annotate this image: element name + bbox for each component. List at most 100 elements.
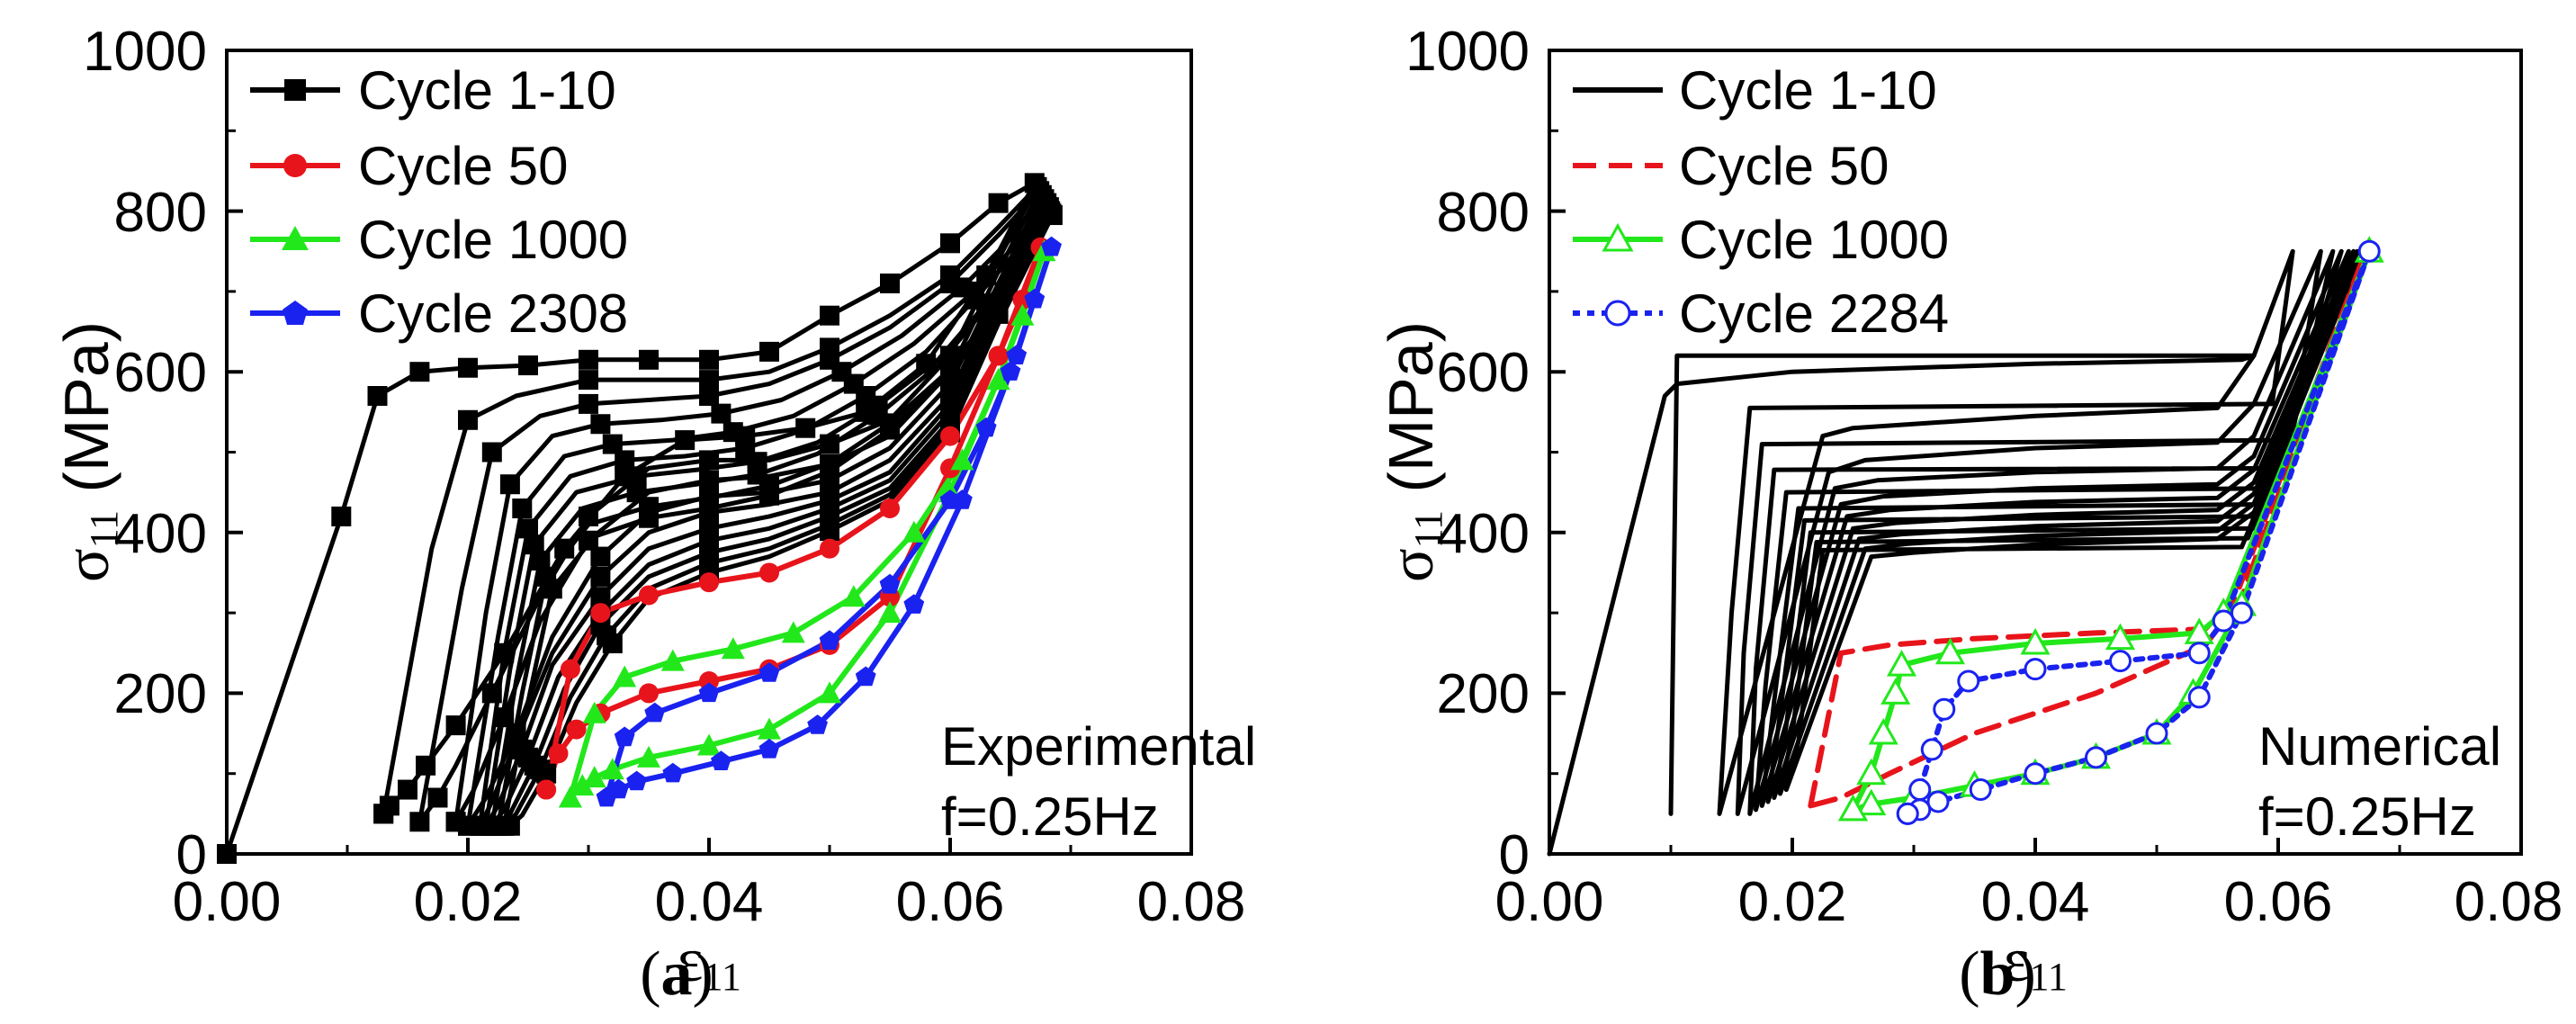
panel-b-xtick-label: 0.08 — [2455, 871, 2563, 933]
legend-circle-marker — [283, 154, 307, 177]
panel-b-series-line — [1765, 248, 2356, 804]
panel-a-data-marker — [579, 349, 598, 370]
panel-a-data-marker — [518, 355, 538, 376]
panel-a-data-marker — [902, 520, 926, 543]
panel-a-legend-label: Cycle 1000 — [358, 210, 628, 270]
panel-a-data-marker — [445, 715, 466, 736]
panel-a-data-marker — [675, 430, 696, 451]
panel-a-data-marker — [975, 417, 997, 437]
panel-b-xtick-label: 0.06 — [2224, 871, 2333, 933]
panel-a-data-marker — [878, 601, 902, 624]
panel-a-data-marker — [331, 506, 352, 526]
panel-b-data-marker — [2357, 239, 2381, 263]
panel-a-yaxis-title: σ11 (MPa) — [51, 321, 126, 582]
panel-a-data-marker — [558, 786, 582, 808]
panel-a-data-marker — [940, 346, 960, 366]
panel-b-data-marker — [2187, 686, 2211, 709]
panel-b-legend-label: Cycle 1000 — [1679, 210, 1949, 270]
panel-a-ytick-label: 0 — [176, 824, 207, 886]
panel-a-data-marker — [841, 585, 866, 607]
panel-b-data-marker — [1920, 738, 1943, 761]
panel-b-data-marker — [2145, 722, 2168, 745]
panel-b-data-marker — [1868, 717, 1898, 745]
panel-a-xtick-label: 0.02 — [414, 871, 523, 933]
panel-a-data-marker — [613, 665, 637, 687]
panel-a-xtick-label: 0.04 — [655, 871, 764, 933]
panel-b-data-marker — [2085, 746, 2107, 769]
panel-a-data-marker — [458, 409, 478, 430]
panel-b-data-marker — [1934, 637, 1966, 665]
panel-a-legend-entry: Cycle 2308 — [250, 283, 628, 344]
panel-b-legend: Cycle 1-10 Cycle 50 Cycle 1000 Cycle 228… — [1573, 60, 1949, 344]
panel-a-data-marker — [855, 666, 876, 687]
panel-b-series-line — [1735, 248, 2323, 816]
legend-open-circle-marker — [1604, 300, 1631, 327]
panel-a-data-marker — [1006, 345, 1028, 364]
panel-b-xtick-label: 0.00 — [1495, 871, 1604, 933]
panel-a-data-marker — [1024, 288, 1046, 309]
panel-a-data-marker — [615, 450, 635, 471]
panel-a-legend-label: Cycle 2308 — [358, 283, 628, 344]
panel-a-data-marker — [639, 683, 659, 704]
panel-b-xtick-label: 0.02 — [1738, 871, 1847, 933]
panel-a-data-marker — [579, 506, 598, 526]
panel-a-data-marker — [759, 485, 779, 506]
panel-a-data-marker — [1000, 361, 1021, 381]
panel-a-data-marker — [602, 633, 623, 654]
panel-b-xtick-label: 0.04 — [1981, 871, 2090, 933]
panel-a-data-marker — [494, 707, 515, 728]
panel-b-legend-entry: Cycle 2284 — [1573, 283, 1949, 344]
panel-a-data-marker — [880, 273, 900, 293]
panel-b-ytick-label: 200 — [1437, 663, 1530, 725]
panel-b-data-marker — [2024, 658, 2047, 681]
panel-a-data-marker — [699, 450, 719, 471]
panel-a-label: (a) — [640, 939, 714, 1009]
panel-a-data-marker — [758, 717, 781, 740]
panel-b-legend-label: Cycle 2284 — [1679, 283, 1949, 344]
panel-a-data-marker — [819, 630, 840, 651]
panel-a-data-marker — [560, 659, 580, 679]
panel-a-data-marker — [660, 649, 685, 671]
panel-a-data-marker — [795, 418, 816, 438]
panel-a-data-marker — [699, 486, 719, 507]
panel-b-series-line — [1754, 248, 2344, 813]
panel-a-data-marker — [820, 305, 839, 326]
panel-a-data-marker — [542, 579, 562, 599]
panel-b-legend-entry: Cycle 1000 — [1573, 210, 1949, 270]
panel-a-ytick-label: 800 — [114, 182, 207, 244]
panel-a-data-marker — [570, 774, 595, 796]
panel-a-legend: Cycle 1-10 Cycle 50 Cycle 1000 Cycle 230… — [250, 60, 628, 344]
panel-a-data-marker — [879, 573, 901, 594]
panel-b-data-marker — [2024, 762, 2047, 786]
panel-a-data-marker — [976, 265, 997, 286]
panel-b-data-marker — [1926, 790, 1950, 813]
panel-a-data-marker — [626, 770, 647, 791]
panel-a-data-marker — [579, 530, 598, 551]
panel-a-data-marker — [988, 346, 1009, 366]
panel-a-annotation-frequency: f=0.25Hz — [941, 786, 1159, 847]
panel-a-data-marker — [711, 750, 732, 770]
panel-b-data-marker — [2230, 601, 2253, 624]
legend-open-triangle-marker — [1602, 222, 1634, 252]
panel-a-data-marker — [699, 370, 719, 391]
panel-a-data-marker — [600, 758, 624, 780]
panel-a-data-marker — [427, 787, 448, 808]
panel-a-legend-entry: Cycle 50 — [250, 136, 568, 196]
panel-a-data-marker — [481, 683, 502, 704]
panel-a-legend-label: Cycle 1-10 — [358, 60, 616, 121]
panel-a-xtick-label: 0.00 — [173, 871, 282, 933]
panel-a-data-marker — [518, 518, 538, 539]
panel-b-data-marker — [2105, 623, 2136, 651]
panel-b-data-marker — [2187, 642, 2211, 665]
panel-a-data-marker — [820, 538, 839, 559]
panel-a-markers — [217, 173, 1063, 864]
panel-b-legend-entry: Cycle 50 — [1573, 136, 1889, 196]
panel-a-ytick-label: 200 — [114, 663, 207, 725]
panel-b-series-line — [1717, 248, 2295, 816]
panel-a-data-marker — [986, 368, 1010, 391]
panel-b-data-marker — [1886, 650, 1917, 677]
panel-b-data-marker — [1880, 678, 1911, 705]
panel-a-data-marker — [698, 682, 720, 703]
panel-b-data-marker — [1896, 802, 1919, 825]
panel-a-data-marker — [1010, 303, 1035, 326]
